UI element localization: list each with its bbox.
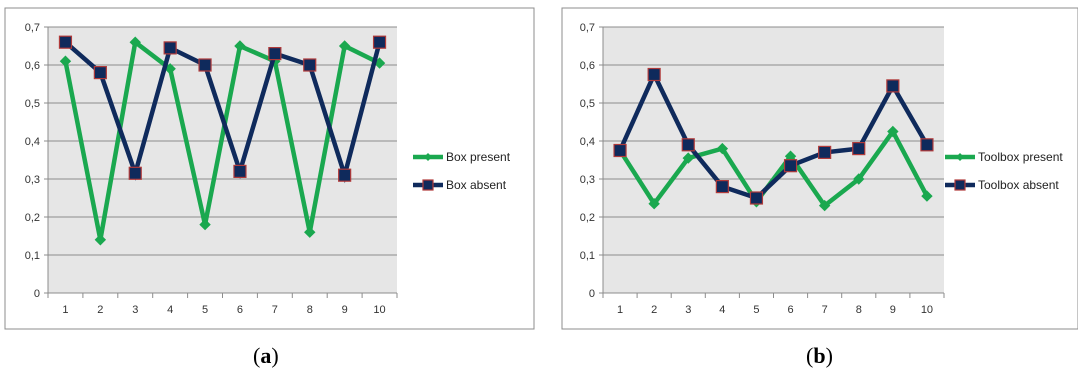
data-point-square xyxy=(613,143,627,158)
data-point-square xyxy=(303,58,317,72)
y-tick-label: 0,5 xyxy=(580,98,595,110)
x-tick-label: 9 xyxy=(890,304,896,316)
y-tick-label: 0,3 xyxy=(25,174,40,186)
x-tick-label: 4 xyxy=(719,304,725,316)
data-point-square xyxy=(920,138,934,152)
x-tick-label: 10 xyxy=(373,304,385,316)
x-tick-label: 5 xyxy=(753,304,759,316)
legend-label: Box absent xyxy=(446,178,507,192)
legend-swatch-marker xyxy=(424,153,432,161)
x-tick-label: 3 xyxy=(132,304,138,316)
data-point-square xyxy=(647,67,661,82)
x-tick-label: 9 xyxy=(342,304,348,316)
data-point-square xyxy=(372,35,387,49)
data-point-diamond xyxy=(716,142,729,155)
x-tick-label: 7 xyxy=(822,304,828,316)
data-point-diamond xyxy=(234,40,246,52)
x-tick-label: 2 xyxy=(651,304,657,316)
series-line-2 xyxy=(617,69,929,201)
data-point-square xyxy=(749,191,764,205)
y-tick-label: 0,5 xyxy=(25,98,40,110)
plot-area xyxy=(603,27,944,293)
data-point-diamond xyxy=(682,152,694,164)
x-tick-label: 2 xyxy=(97,304,103,316)
x-tick-label: 1 xyxy=(617,304,623,316)
y-tick-label: 0,4 xyxy=(580,136,595,148)
data-point-diamond xyxy=(59,55,72,67)
x-tick-label: 6 xyxy=(787,304,793,316)
legend-label: Toolbox present xyxy=(978,150,1063,164)
y-tick-label: 0,6 xyxy=(580,60,595,72)
y-tick-label: 0,7 xyxy=(580,22,595,34)
data-point-square xyxy=(715,180,729,194)
x-tick-label: 7 xyxy=(272,304,278,316)
legend-swatch-marker xyxy=(956,153,964,161)
x-tick-label: 6 xyxy=(237,304,243,316)
line-chart-a: 0 0,1 0,2 0,3 0,4 0,5 0,6 0,7 1 2 3 4 5 6 7 8 9 10 Box pre… xyxy=(4,7,535,330)
data-point-square xyxy=(198,58,212,72)
y-tick-label: 0,7 xyxy=(25,22,40,34)
x-tick-label: 5 xyxy=(202,304,208,316)
panel-label-a: (a) xyxy=(253,343,279,368)
data-point-square xyxy=(818,145,832,159)
x-tick-label: 3 xyxy=(685,304,691,316)
x-tick-label: 8 xyxy=(856,304,862,316)
data-point-diamond xyxy=(129,36,141,48)
data-point-square xyxy=(852,142,866,156)
y-tick-label: 0 xyxy=(34,288,40,300)
chart-panel-b: 0 0,1 0,2 0,3 0,4 0,5 0,6 0,7 1 2 3 4 5 6 7 8 9 10 Toolbox… xyxy=(540,0,1078,380)
data-point-diamond xyxy=(338,40,351,52)
data-point-square xyxy=(268,46,282,61)
y-tick-label: 0,1 xyxy=(580,250,595,262)
data-point-square xyxy=(338,168,352,182)
data-point-diamond xyxy=(648,197,660,210)
y-tick-label: 0 xyxy=(589,288,595,300)
chart-panel-a: 0 0,1 0,2 0,3 0,4 0,5 0,6 0,7 1 2 3 4 5 6 7 8 9 10 Box pre… xyxy=(4,7,535,368)
data-point-diamond xyxy=(853,173,865,185)
data-point-diamond xyxy=(887,125,899,138)
data-point-diamond xyxy=(94,234,107,246)
data-point-diamond xyxy=(818,199,831,212)
y-tick-label: 0,1 xyxy=(25,250,40,262)
data-point-square xyxy=(233,164,247,178)
panel-label-b: (b) xyxy=(806,343,833,368)
y-tick-label: 0,6 xyxy=(25,60,40,72)
series-line-1 xyxy=(63,38,381,241)
legend-swatch-marker xyxy=(422,179,434,191)
y-tick-label: 0,2 xyxy=(25,212,40,224)
data-point-square xyxy=(58,35,73,49)
line-chart-b: 0 0,1 0,2 0,3 0,4 0,5 0,6 0,7 1 2 3 4 5 6 7 8 9 10 Toolbox… xyxy=(561,7,1078,330)
legend-label: Toolbox absent xyxy=(978,178,1059,192)
data-point-square xyxy=(128,166,142,180)
data-point-square xyxy=(163,41,177,55)
data-point-square xyxy=(886,79,900,93)
x-tick-label: 8 xyxy=(307,304,313,316)
x-tick-label: 10 xyxy=(921,304,933,316)
legend-swatch-marker xyxy=(954,179,966,191)
data-point-diamond xyxy=(921,190,933,202)
series-line-2 xyxy=(63,40,382,184)
y-tick-label: 0,2 xyxy=(580,212,595,224)
data-point-diamond xyxy=(199,218,211,231)
data-point-square xyxy=(93,65,107,80)
x-tick-label: 4 xyxy=(167,304,173,316)
y-tick-label: 0,4 xyxy=(25,136,40,148)
data-point-square xyxy=(681,138,695,152)
legend-label: Box present xyxy=(446,150,511,164)
y-tick-label: 0,3 xyxy=(580,174,595,186)
data-point-diamond xyxy=(304,226,316,238)
data-point-square xyxy=(783,159,798,173)
x-tick-label: 1 xyxy=(62,304,68,316)
